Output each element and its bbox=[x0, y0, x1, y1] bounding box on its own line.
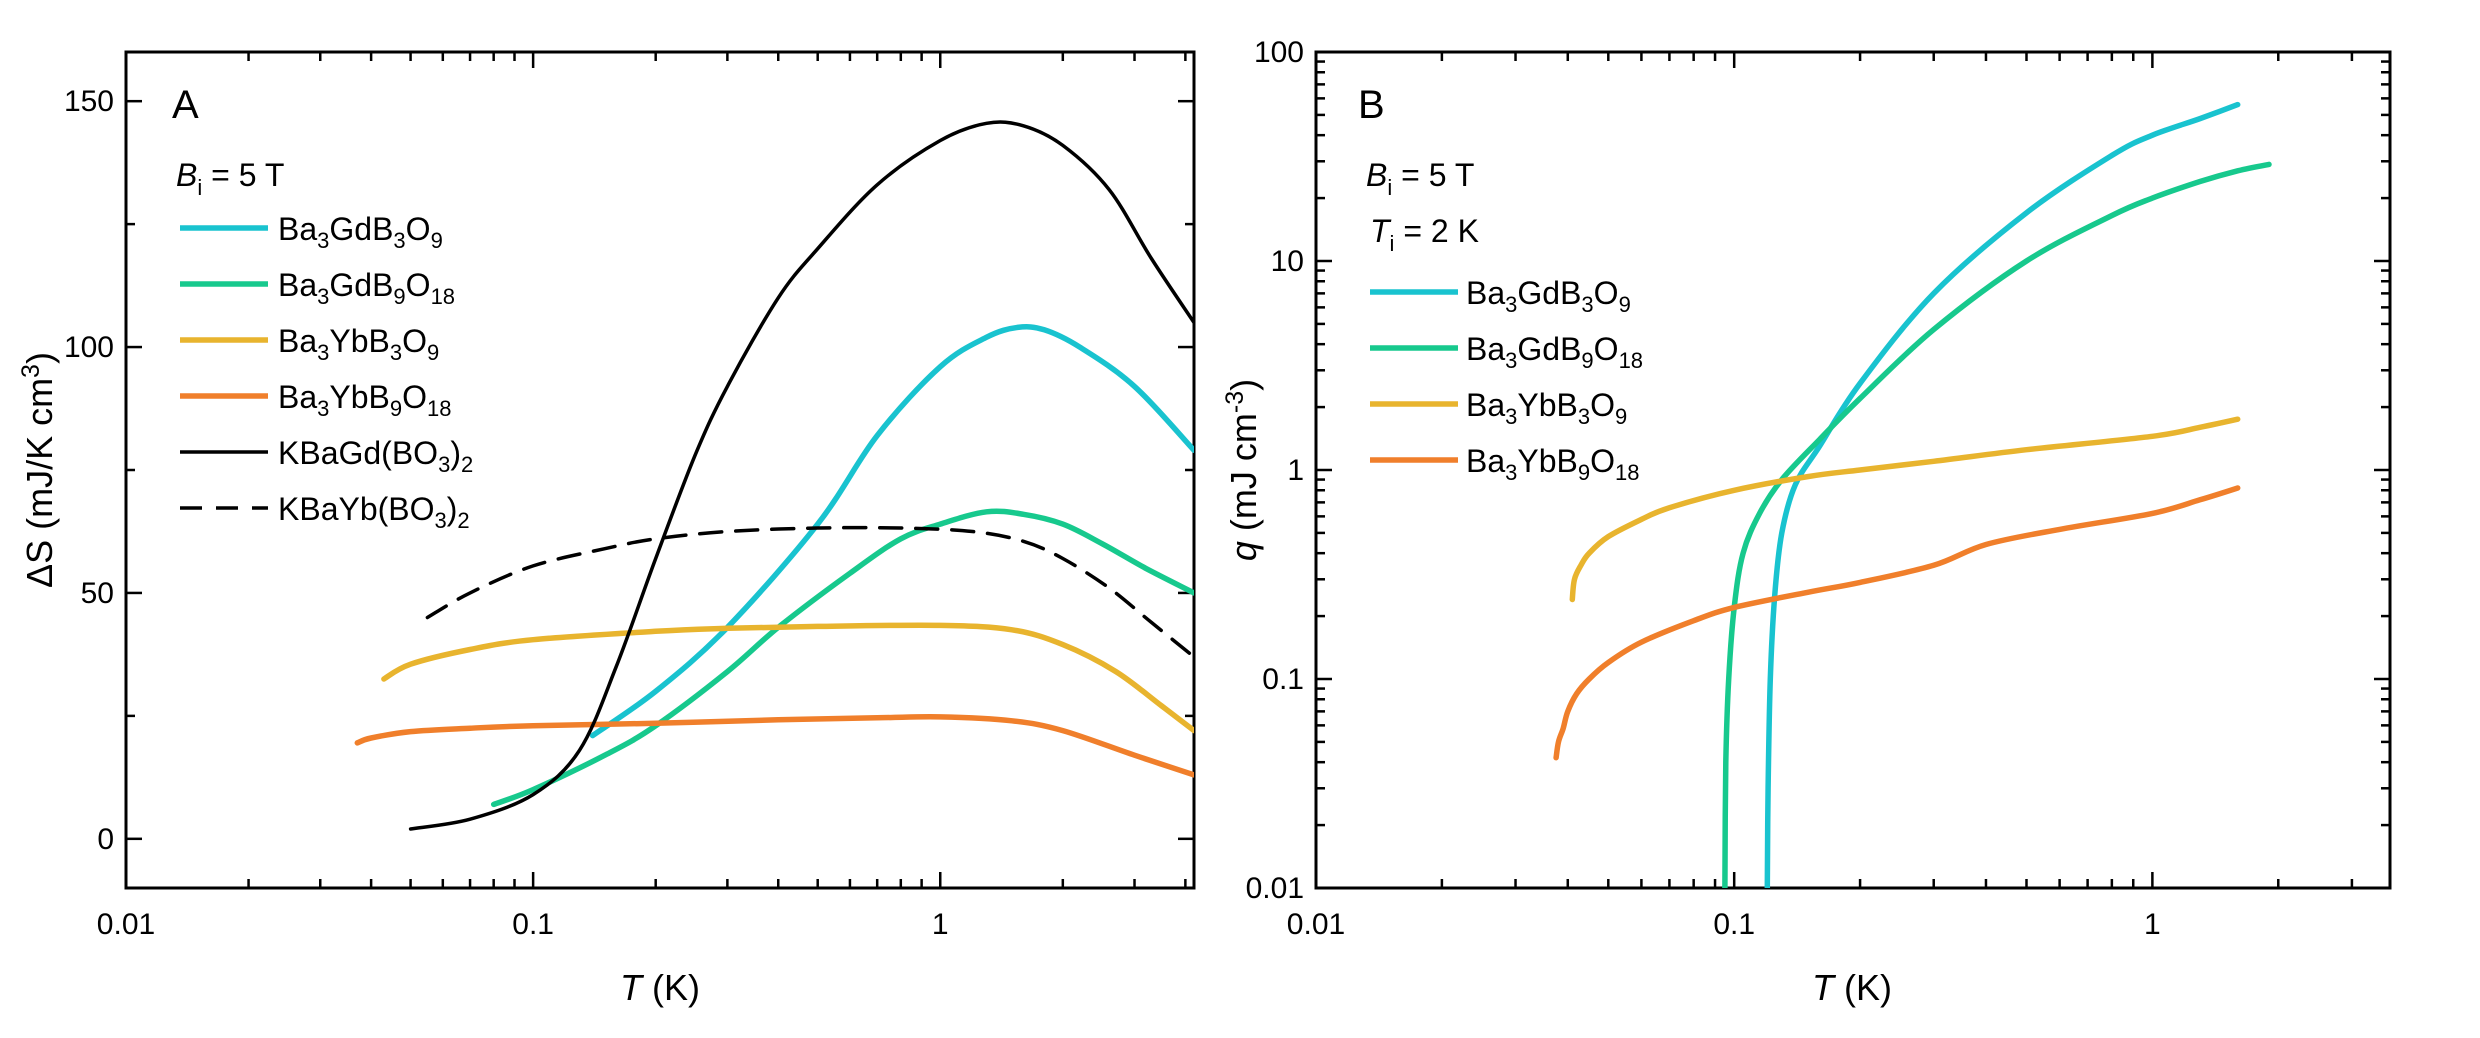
legend-label-ba3gdb9o18: Ba3GdB9O18 bbox=[278, 267, 455, 309]
legend-b-label-ba3ybb3o9: Ba3YbB3O9 bbox=[1466, 387, 1627, 429]
x-tick-label: 1 bbox=[932, 908, 949, 941]
panel-a: 0.01 0.1 1 0 50 100 150 A Bi = 5 T Ba3GdB3O9 B… bbox=[17, 50, 1196, 1008]
series-b-ba3ybb3o9 bbox=[1569, 416, 2241, 603]
panel-b-temperature-annotation: Ti = 2 K bbox=[1370, 213, 1479, 256]
panel-b: 0.01 0.1 1 0.01 0.1 1 10 100 B Bi = 5 T Ti = 2 … bbox=[1221, 36, 2392, 1008]
x-tick-label: 0.01 bbox=[1287, 908, 1345, 941]
series-b-ba3gdb3o9 bbox=[1764, 101, 2241, 888]
series-a-kbagd-bo3-2 bbox=[408, 120, 1194, 831]
y-tick-label: 0 bbox=[97, 823, 114, 856]
legend-b-label-ba3gdb3o9: Ba3GdB3O9 bbox=[1466, 275, 1631, 317]
panel-b-ticks bbox=[1314, 50, 2390, 890]
panel-a-letter: A bbox=[172, 83, 199, 127]
y-tick-label: 100 bbox=[64, 331, 114, 364]
series-a-kbayb-bo3-2 bbox=[425, 525, 1194, 659]
panel-b-field-annotation: Bi = 5 T bbox=[1366, 157, 1474, 200]
legend-label-kbagd: KBaGd(BO3)2 bbox=[278, 435, 473, 477]
y-tick-label: 50 bbox=[81, 577, 114, 610]
legend-label-ba3gdb3o9: Ba3GdB3O9 bbox=[278, 211, 443, 253]
panel-a-y-axis-label: ΔS (mJ/K cm3) bbox=[17, 352, 60, 588]
legend-label-ba3ybb9o18: Ba3YbB9O18 bbox=[278, 379, 452, 421]
series-b-ba3ybb9o18 bbox=[1553, 485, 2241, 761]
y-tick-label: 1 bbox=[1287, 454, 1304, 487]
series-a-ba3ybb3o9 bbox=[381, 622, 1194, 734]
panel-a-x-axis-label: T (K) bbox=[620, 967, 700, 1008]
panel-b-letter: B bbox=[1358, 83, 1385, 127]
series-a-ba3gdb9o18 bbox=[490, 508, 1194, 808]
x-tick-label: 0.1 bbox=[1713, 908, 1755, 941]
series-b-ba3gdb9o18 bbox=[1722, 161, 2272, 888]
y-tick-label: 100 bbox=[1254, 36, 1304, 69]
y-tick-label: 0.01 bbox=[1246, 872, 1304, 905]
panel-b-legend: Ba3GdB3O9 Ba3GdB9O18 Ba3YbB3O9 Ba3YbB9O1… bbox=[1370, 275, 1643, 485]
panel-a-tick-labels: 0.01 0.1 1 0 50 100 150 bbox=[64, 85, 949, 941]
panel-a-field-annotation: Bi = 5 T bbox=[176, 157, 284, 200]
panel-b-x-axis-label: T (K) bbox=[1812, 967, 1892, 1008]
y-tick-label: 0.1 bbox=[1262, 663, 1304, 696]
x-tick-label: 0.1 bbox=[512, 908, 554, 941]
panel-b-series bbox=[1553, 101, 2272, 888]
x-tick-label: 0.01 bbox=[97, 908, 155, 941]
panel-a-legend: Ba3GdB3O9 Ba3GdB9O18 Ba3YbB3O9 Ba3YbB9O1… bbox=[180, 211, 473, 533]
legend-b-label-ba3gdb9o18: Ba3GdB9O18 bbox=[1466, 331, 1643, 373]
panel-b-y-axis-label: q (mJ cm-3) bbox=[1221, 379, 1264, 561]
panel-a-series bbox=[354, 120, 1194, 831]
legend-label-kbayb: KBaYb(BO3)2 bbox=[278, 491, 470, 533]
x-tick-label: 1 bbox=[2144, 908, 2161, 941]
series-a-ba3gdb3o9 bbox=[589, 324, 1194, 739]
y-tick-label: 150 bbox=[64, 85, 114, 118]
series-a-ba3ybb9o18 bbox=[354, 714, 1194, 778]
legend-label-ba3ybb3o9: Ba3YbB3O9 bbox=[278, 323, 439, 365]
legend-b-label-ba3ybb9o18: Ba3YbB9O18 bbox=[1466, 443, 1640, 485]
panel-b-tick-labels: 0.01 0.1 1 0.01 0.1 1 10 100 bbox=[1246, 36, 2161, 941]
y-tick-label: 10 bbox=[1271, 245, 1304, 278]
